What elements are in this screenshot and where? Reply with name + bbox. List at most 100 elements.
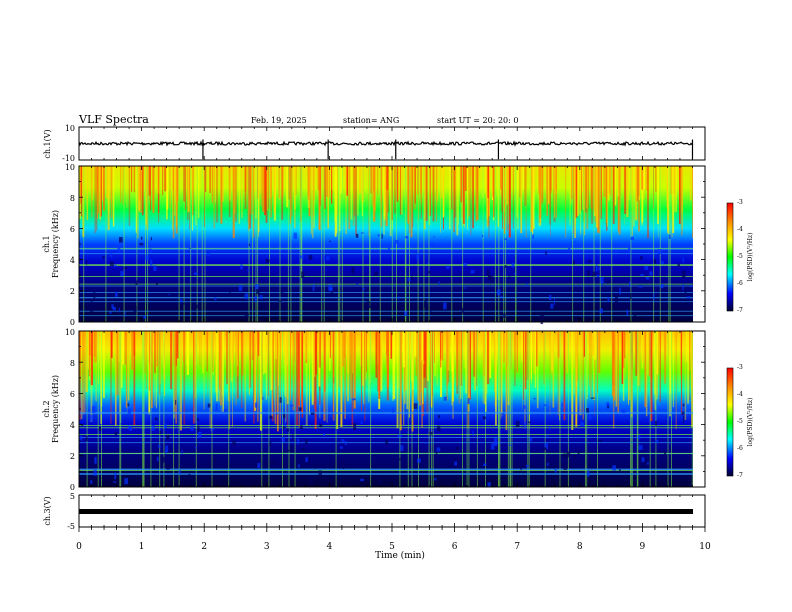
narrowband-line: [79, 248, 693, 250]
narrowband-line: [79, 468, 693, 470]
spectral-streak: [549, 166, 551, 225]
spectral-streak: [317, 166, 319, 190]
noise-patch: [549, 294, 552, 301]
spectral-streak: [590, 166, 593, 209]
sferic-line: [105, 166, 107, 322]
spectral-streak: [454, 166, 456, 190]
spectral-streak: [524, 331, 526, 429]
spectral-streak: [307, 166, 310, 208]
spectral-streak: [659, 331, 661, 402]
noise-patch: [381, 233, 383, 239]
noise-patch: [554, 469, 557, 473]
noise-patch: [668, 234, 671, 239]
sferic-line: [97, 331, 99, 487]
noise-patch: [150, 259, 153, 267]
noise-patch: [562, 453, 567, 459]
noise-patch: [114, 431, 118, 436]
noise-patch: [615, 296, 619, 303]
spectral-streak: [442, 166, 445, 218]
spectral-streak: [183, 331, 186, 425]
spectral-streak: [312, 166, 314, 239]
noise-patch: [360, 421, 363, 424]
spectral-streak: [412, 166, 414, 228]
spectral-streak: [364, 331, 366, 359]
noise-patch: [682, 270, 686, 278]
noise-patch: [561, 402, 563, 407]
spectral-streak: [164, 166, 167, 192]
sferic-line: [268, 331, 270, 487]
noise-patch: [542, 447, 547, 450]
spectral-streak: [475, 166, 478, 222]
noise-patch: [443, 302, 447, 310]
spectral-streak: [574, 166, 576, 225]
spectral-streak: [361, 331, 364, 386]
spectral-streak: [152, 166, 155, 213]
sferic-line: [597, 331, 598, 487]
spectral-streak: [423, 331, 425, 361]
spectral-streak: [300, 331, 302, 387]
sferic-line: [301, 166, 303, 322]
spectral-streak: [689, 166, 692, 201]
sferic-line: [341, 166, 343, 322]
sferic-line: [667, 331, 669, 487]
sferic-line: [630, 166, 632, 322]
sferic-line: [509, 331, 511, 487]
spectral-streak: [244, 166, 247, 192]
spectral-streak: [571, 331, 574, 430]
spectral-streak: [331, 166, 333, 204]
spectral-streak: [309, 331, 310, 415]
noise-patch: [619, 287, 621, 295]
spectral-streak: [474, 331, 476, 391]
noise-patch: [482, 234, 484, 237]
noise-patch: [374, 271, 378, 276]
spectral-streak: [80, 166, 82, 204]
spectral-streak: [624, 331, 626, 359]
spectral-streak: [681, 331, 683, 415]
spectral-streak: [175, 331, 178, 424]
noise-patch: [662, 471, 664, 473]
spectral-streak: [333, 331, 335, 384]
spectral-streak: [534, 166, 536, 192]
narrowband-line: [79, 473, 693, 474]
noise-patch: [607, 297, 610, 302]
spectral-streak: [583, 331, 585, 357]
spectral-streak: [503, 331, 505, 363]
spectral-streak: [419, 331, 421, 358]
spectral-streak: [539, 166, 542, 219]
noise-patch: [405, 236, 408, 239]
spectral-streak: [368, 331, 370, 403]
narrowband-line: [79, 469, 693, 471]
noise-patch: [198, 431, 202, 438]
noise-patch: [197, 425, 200, 432]
x-axis: 0 1 2 3 4 5 6 7 8 9 10 Time (min): [76, 542, 711, 561]
spectral-streak: [140, 166, 143, 213]
spectral-streak: [586, 166, 587, 207]
sferic-line: [499, 331, 501, 487]
spectral-streak: [554, 166, 556, 218]
noise-patch: [120, 270, 124, 277]
noise-patch: [166, 435, 170, 440]
spectral-streak: [594, 166, 597, 222]
spectral-streak: [84, 166, 86, 199]
noise-patch: [287, 428, 289, 432]
spectral-streak: [520, 166, 523, 234]
spectral-streak: [232, 166, 235, 238]
x-tick-label-9: 9: [640, 542, 646, 552]
spectral-streak: [594, 331, 596, 416]
sferic-line: [83, 166, 85, 322]
noise-patch: [94, 457, 97, 464]
spectral-streak: [122, 166, 124, 205]
noise-patch: [323, 255, 325, 262]
spectral-streak: [234, 166, 236, 214]
spectral-streak: [667, 331, 670, 357]
spectral-streak: [628, 331, 631, 400]
narrowband-line: [79, 301, 693, 303]
ch2-ytick-0: 0: [70, 483, 75, 492]
spectral-streak: [680, 166, 683, 236]
noise-patch: [166, 463, 170, 470]
ch3-ytick-top: 5: [70, 492, 75, 501]
noise-patch: [188, 473, 191, 479]
spectral-streak: [500, 331, 502, 419]
noise-patch: [438, 281, 440, 285]
spectral-streak: [666, 166, 668, 208]
